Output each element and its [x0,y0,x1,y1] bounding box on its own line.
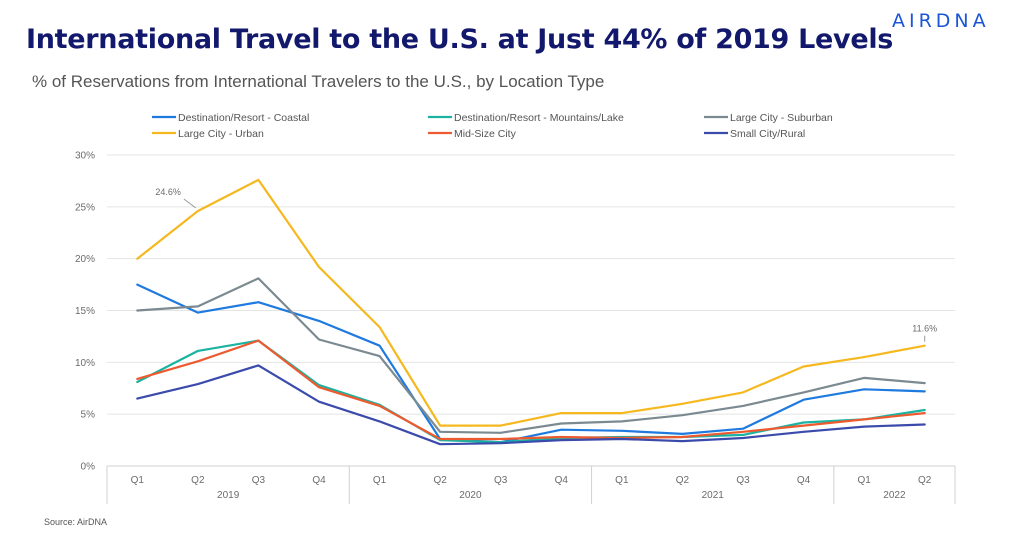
x-tick-label: Q1 [615,475,629,486]
legend-label: Mid-Size City [454,128,517,140]
chart-title: International Travel to the U.S. at Just… [26,24,894,55]
x-tick-label: Q4 [312,475,326,486]
y-tick-label: 25% [75,202,95,213]
year-label: 2019 [217,490,240,501]
x-tick-label: Q1 [373,475,387,486]
airdna-logo: AIRDNA [892,10,990,32]
x-tick-label: Q2 [918,475,932,486]
y-tick-label: 15% [75,306,95,317]
x-tick-label: Q3 [494,475,508,486]
x-tick-label: Q2 [676,475,690,486]
series-line-small-city-rural [136,364,926,446]
series-line-mid-size-city [136,339,926,441]
year-label: 2021 [702,490,725,501]
legend-label: Destination/Resort - Mountains/Lake [454,112,624,124]
x-tick-label: Q3 [736,475,750,486]
source-note: Source: AirDNA [44,517,108,527]
legend-label: Large City - Urban [178,128,264,140]
series-line-large-city-suburban [136,277,926,434]
x-tick-label: Q3 [252,475,266,486]
legend-label: Small City/Rural [730,128,805,140]
y-tick-label: 20% [75,254,95,265]
y-tick-label: 30% [75,151,95,162]
legend-label: Destination/Resort - Coastal [178,112,309,124]
series-line-large-city-urban [136,178,926,427]
y-tick-label: 0% [81,462,96,473]
year-label: 2022 [883,490,906,501]
x-tick-label: Q4 [797,475,811,486]
chart-subtitle: % of Reservations from International Tra… [32,72,605,91]
data-label: 11.6% [912,324,937,334]
x-tick-label: Q2 [191,475,205,486]
y-tick-label: 5% [81,410,96,421]
series-line-destination-resort-coastal [136,283,926,444]
data-label-leader [183,198,197,209]
year-label: 2020 [459,490,482,501]
x-tick-label: Q1 [131,475,145,486]
x-tick-label: Q4 [555,475,569,486]
y-tick-label: 10% [75,358,95,369]
x-tick-label: Q2 [433,475,447,486]
legend-label: Large City - Suburban [730,112,833,124]
data-label: 24.6% [155,187,181,197]
x-tick-label: Q1 [857,475,871,486]
